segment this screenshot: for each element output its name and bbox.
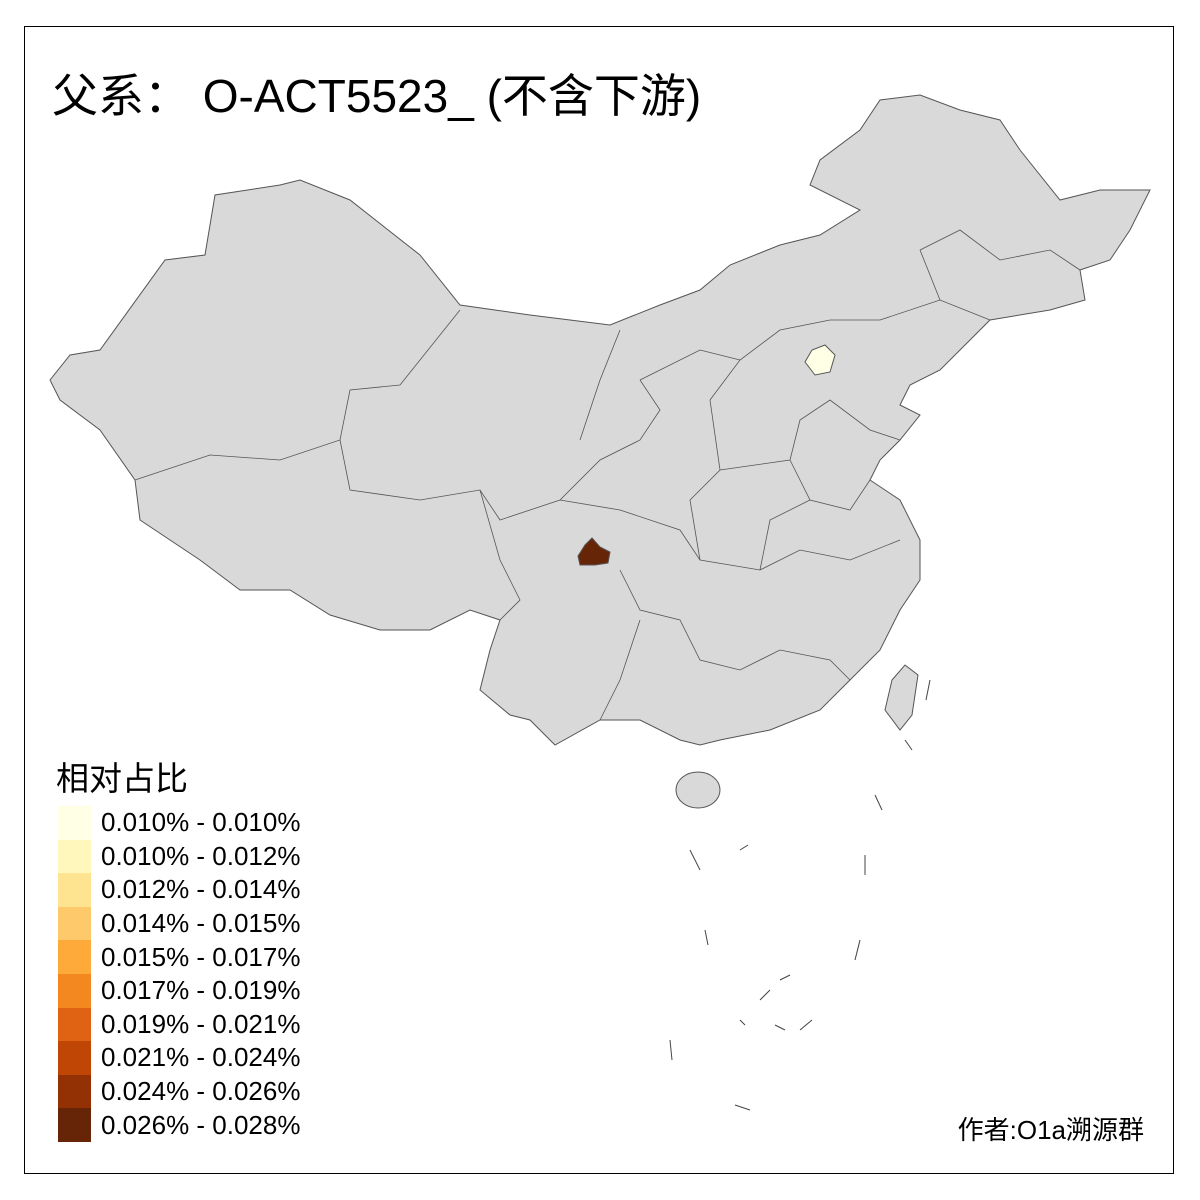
legend-swatch — [58, 940, 91, 974]
author-credit: 作者:O1a溯源群 — [957, 1115, 1144, 1145]
legend: 0.010% - 0.010% 0.010% - 0.012% 0.012% - 0… — [58, 806, 300, 1142]
legend-label: 0.024% - 0.026% — [101, 1076, 301, 1107]
legend-swatch — [58, 1041, 91, 1075]
map-title: 父系： O-ACT5523_ (不含下游) — [52, 70, 702, 122]
legend-item: 0.012% - 0.014% — [58, 873, 300, 907]
legend-item: 0.026% - 0.028% — [58, 1108, 300, 1142]
legend-swatch — [58, 1007, 91, 1042]
legend-title: 相对占比 — [56, 760, 188, 797]
legend-label: 0.012% - 0.014% — [101, 874, 301, 905]
legend-swatch — [58, 1108, 91, 1142]
legend-item: 0.014% - 0.015% — [58, 906, 301, 941]
china-mainland — [49, 94, 1151, 746]
legend-label: 0.015% - 0.017% — [101, 941, 301, 972]
legend-swatch — [58, 906, 91, 941]
hainan-island — [675, 771, 721, 809]
legend-item: 0.015% - 0.017% — [58, 940, 300, 974]
map-frame — [24, 26, 1174, 1174]
legend-swatch — [58, 806, 91, 840]
legend-swatch — [58, 973, 91, 1008]
legend-swatch — [58, 839, 91, 874]
legend-item: 0.024% - 0.026% — [58, 1074, 301, 1109]
legend-label: 0.021% - 0.024% — [101, 1042, 301, 1073]
legend-swatch — [58, 873, 91, 907]
legend-label: 0.014% - 0.015% — [101, 908, 301, 939]
legend-swatch — [58, 1074, 91, 1109]
legend-label: 0.017% - 0.019% — [101, 975, 301, 1006]
legend-label: 0.026% - 0.028% — [101, 1109, 301, 1140]
legend-item: 0.021% - 0.024% — [58, 1041, 300, 1075]
south-china-sea-islands — [669, 679, 931, 1111]
legend-item: 0.019% - 0.021% — [58, 1007, 301, 1042]
legend-item: 0.010% - 0.012% — [58, 839, 301, 874]
legend-label: 0.010% - 0.010% — [101, 807, 301, 838]
province-borders — [134, 229, 1081, 721]
chengdu-region — [577, 537, 611, 566]
legend-item: 0.010% - 0.010% — [58, 806, 300, 840]
legend-label: 0.010% - 0.012% — [101, 840, 301, 871]
legend-item: 0.017% - 0.019% — [58, 973, 301, 1008]
legend-label: 0.019% - 0.021% — [101, 1008, 301, 1039]
taiwan-island — [884, 664, 919, 731]
beijing-region — [804, 344, 836, 376]
